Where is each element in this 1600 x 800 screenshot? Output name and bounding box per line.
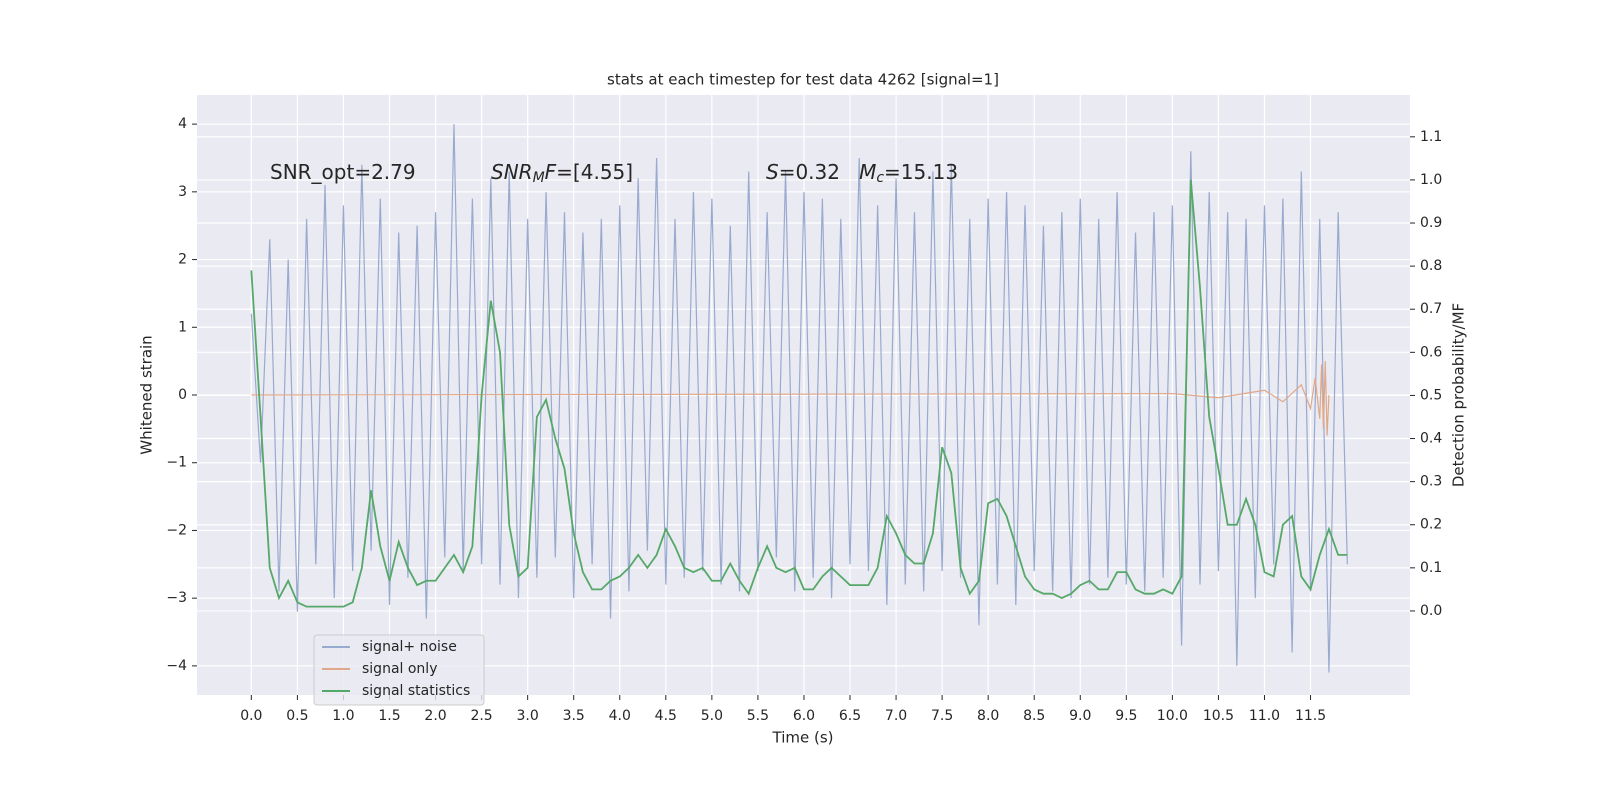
y2-tick-label: 0.3 [1420, 474, 1442, 490]
x-tick-label: 3.0 [517, 708, 539, 724]
annotation-part: M [533, 170, 545, 186]
y-tick-label: −4 [166, 658, 187, 674]
legend-box [313, 634, 485, 706]
x-tick-label: 7.5 [931, 708, 953, 724]
x-tick-label: 3.5 [563, 708, 585, 724]
y-tick-label: 1 [178, 319, 187, 335]
y-tick-label: 4 [178, 116, 187, 132]
x-tick-label: 5.0 [701, 708, 723, 724]
legend-label: signal+ noise [362, 639, 457, 655]
line-series [250, 179, 1348, 608]
x-tick-label: 7.0 [885, 708, 907, 724]
x-tick-label: 8.5 [1023, 708, 1045, 724]
x-axis-label: Time (s) [772, 729, 834, 747]
line-series [251, 361, 1330, 436]
annotation-part: SNR_opt=2.79 [270, 160, 416, 184]
annotation-part: M [859, 160, 876, 184]
annotation-part: =0.32 [779, 160, 859, 184]
series [250, 124, 1348, 673]
x-tick-label: 9.5 [1115, 708, 1137, 724]
annotation-part: =[4.55] [556, 160, 633, 184]
y2-tick-label: 1.0 [1420, 172, 1442, 188]
x-tick-label: 1.5 [378, 708, 400, 724]
y2-tick-label: 0.7 [1420, 301, 1442, 317]
y-tick-label: −3 [166, 590, 187, 606]
annotation-part: =15.13 [884, 160, 958, 184]
annotation-part: F [545, 160, 557, 184]
legend-label: signal only [362, 661, 437, 677]
y2-tick-label: 0.2 [1420, 517, 1442, 533]
x-tick-label: 2.0 [424, 708, 446, 724]
annotation: SNR_opt=2.79 [270, 160, 416, 184]
x-tick-label: 8.0 [977, 708, 999, 724]
y2-tick-label: 0.6 [1420, 344, 1442, 360]
legend-label: signal statistics [362, 683, 470, 699]
annotation-part: c [876, 170, 884, 186]
y2-tick-label: 0.0 [1420, 603, 1442, 619]
y2-tick-label: 0.8 [1420, 258, 1442, 274]
y-tick-label: 2 [178, 252, 187, 268]
line-series [250, 124, 1348, 673]
x-tick-label: 10.5 [1203, 708, 1234, 724]
y2-tick-label: 1.1 [1420, 129, 1442, 145]
x-tick-label: 4.5 [655, 708, 677, 724]
y-axis-label: Whitened strain [138, 335, 156, 454]
y-tick-label: −2 [166, 522, 187, 538]
annotation-part: SNR [491, 160, 533, 184]
x-tick-label: 1.0 [332, 708, 354, 724]
chart-title: stats at each timestep for test data 426… [607, 71, 999, 89]
x-tick-label: 10.0 [1157, 708, 1188, 724]
annotation: SNRMF=[4.55] [491, 160, 633, 187]
y2-tick-label: 0.4 [1420, 431, 1442, 447]
y2-axis-label: Detection probability/MF [1450, 303, 1468, 487]
x-tick-label: 9.0 [1069, 708, 1091, 724]
y2-tick-label: 0.9 [1420, 215, 1442, 231]
x-tick-label: 11.5 [1295, 708, 1326, 724]
annotation-part: S [766, 160, 779, 184]
y-tick-label: 3 [178, 184, 187, 200]
x-tick-label: 4.0 [609, 708, 631, 724]
x-tick-label: 6.5 [839, 708, 861, 724]
y-tick-label: 0 [178, 387, 187, 403]
y-tick-label: −1 [166, 455, 187, 471]
axes: 0.0 0.5 1.0 1.5 2.0 2.5 3.0 3.5 4.0 4.5 5.0 5.5 6.0 6… [166, 116, 1442, 724]
x-tick-label: 2.5 [470, 708, 492, 724]
x-tick-label: 0.5 [286, 708, 308, 724]
y2-tick-label: 0.1 [1420, 560, 1442, 576]
y2-tick-label: 0.5 [1420, 387, 1442, 403]
x-tick-label: 5.5 [747, 708, 769, 724]
x-tick-label: 6.0 [793, 708, 815, 724]
annotation: S=0.32 Mc=15.13 [766, 160, 958, 187]
x-tick-label: 11.0 [1249, 708, 1280, 724]
x-tick-label: 0.0 [240, 708, 262, 724]
